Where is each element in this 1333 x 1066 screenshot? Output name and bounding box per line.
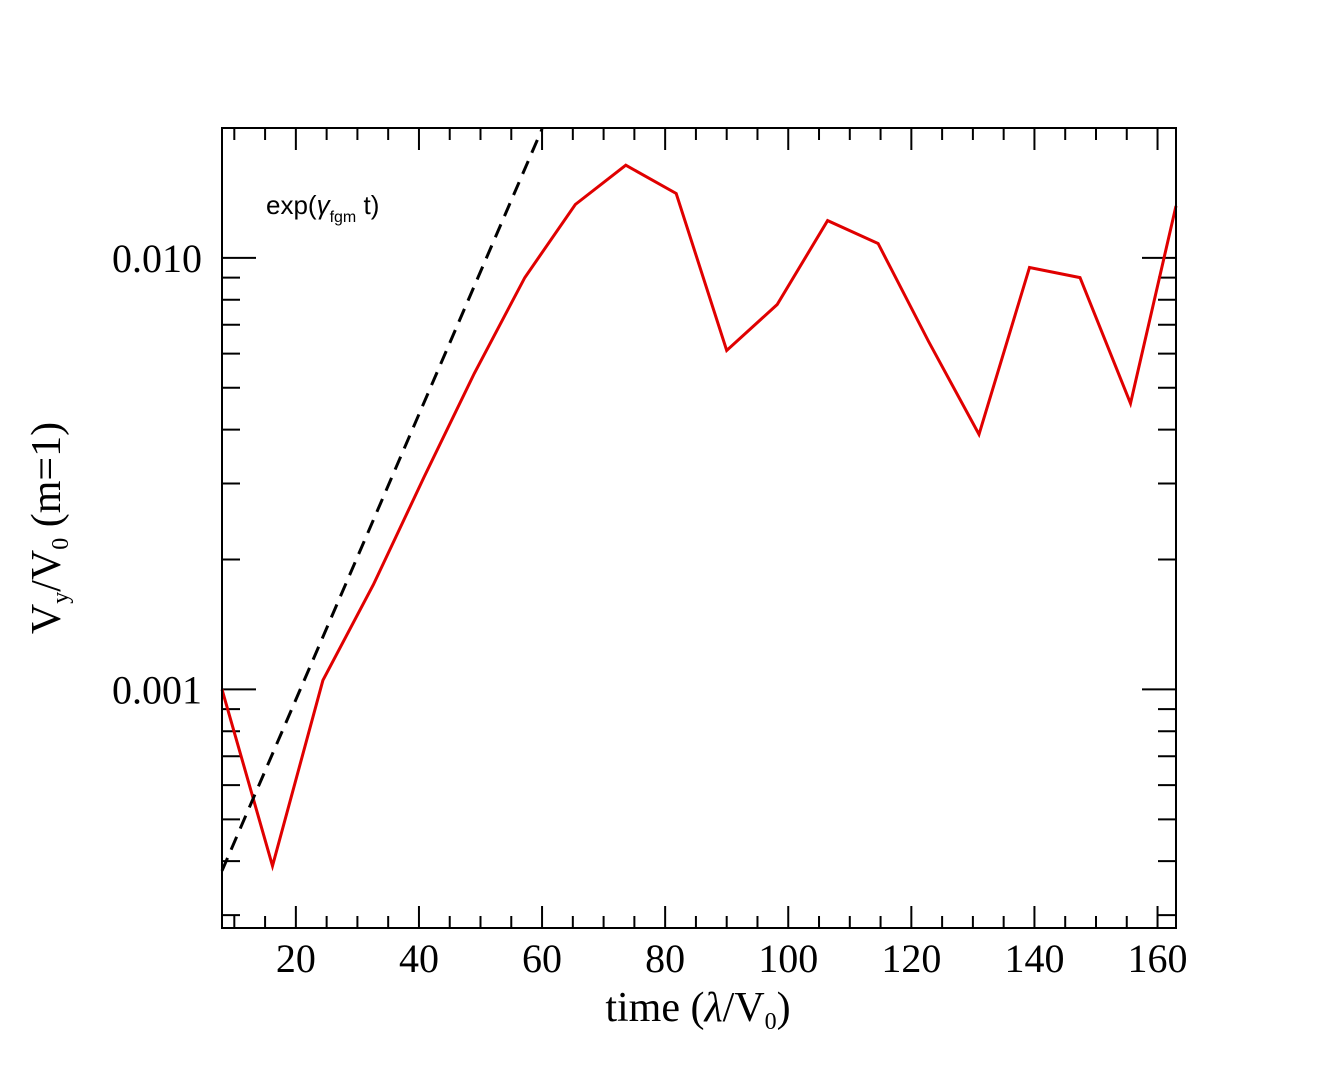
y-axis-label-subscript-y: y [48,592,74,604]
x-tick-label: 140 [1004,936,1064,981]
y-axis-label-subscript-0: 0 [48,538,74,550]
y-tick-label: 0.001 [112,667,202,712]
plot-frame [221,127,1177,929]
dashed-growth-line [220,128,544,872]
annotation-prefix: exp( [266,190,317,220]
x-tick-label: 20 [276,936,316,981]
x-tick-label: 100 [758,936,818,981]
x-tick-label: 120 [881,936,941,981]
x-axis-label-suffix: ) [777,985,791,1031]
x-axis-label-symbol: λ [702,985,722,1031]
y-axis-label-mid: /V [24,550,70,592]
red-data-line [220,163,1178,872]
y-axis-label: Vy/V0 (m=1) [24,422,74,634]
y-axis-label-suffix: (m=1) [24,422,70,538]
x-tick-label: 60 [522,936,562,981]
x-axis-label-mid: /V [723,985,765,1031]
annotation-subscript: fgm [330,209,357,226]
y-tick-label: 0.010 [112,236,202,281]
axis-tick-labels: 20 40 60 80 100 120 140 160 0.001 0.010 [112,236,1188,981]
data-series [220,128,1178,872]
x-axis-label-prefix: time ( [605,985,704,1031]
y-axis-label-v: V [24,604,70,634]
x-tick-label: 80 [645,936,685,981]
x-axis-label-subscript: 0 [765,1009,777,1035]
annotation-suffix: t) [356,190,379,220]
x-tick-label: 160 [1128,936,1188,981]
x-tick-label: 40 [399,936,439,981]
x-axis-label: time (λ/V0) [605,985,790,1035]
annotation-label: exp(γfgm t) [266,190,379,226]
annotation-symbol: γ [317,190,332,220]
